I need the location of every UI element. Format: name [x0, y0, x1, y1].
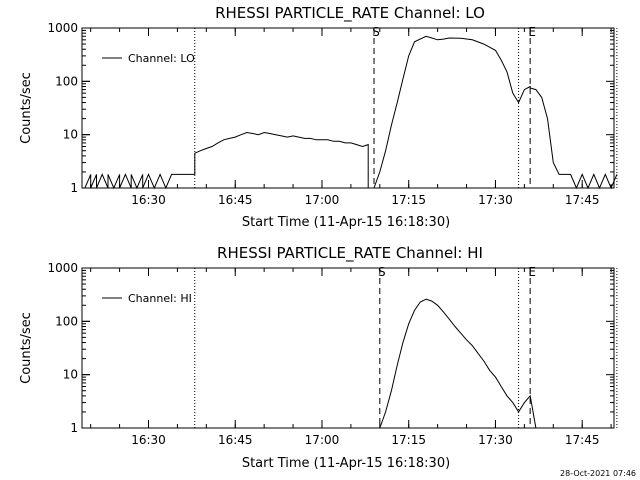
marker-label: S: [372, 25, 380, 39]
y-tick-label: 10: [63, 128, 78, 142]
legend-label: Channel: LO: [128, 52, 195, 65]
x-tick-label: 16:30: [131, 433, 166, 447]
marker-label: S: [378, 265, 386, 279]
plot-frame: [81, 267, 615, 429]
marker-label: E: [528, 265, 536, 279]
x-tick-label: 17:30: [478, 433, 513, 447]
chart-title: RHESSI PARTICLE_RATE Channel: LO: [215, 4, 485, 23]
x-axis-label: Start Time (11-Apr-15 16:18:30): [242, 215, 450, 230]
x-tick-label: 17:15: [391, 193, 426, 207]
x-tick-label: 17:00: [305, 433, 340, 447]
x-axis-label: Start Time (11-Apr-15 16:18:30): [242, 456, 450, 471]
marker-label: E: [528, 25, 536, 39]
chart-title: RHESSI PARTICLE_RATE Channel: HI: [217, 244, 483, 263]
y-tick-label: 1: [70, 421, 78, 435]
marks-group: 1 10 100 1000 16:30 16:45 17:00 17:15 17:30 17:45…: [47, 261, 618, 447]
x-tick-label: 17:45: [565, 193, 600, 207]
x-tick-label: 17:45: [565, 433, 600, 447]
chart-panel-lo: RHESSI PARTICLE_RATE Channel: LO Counts/…: [19, 4, 618, 230]
x-tick-label: 16:30: [131, 193, 166, 207]
x-tick-label: 17:00: [305, 193, 340, 207]
x-tick-label: 16:45: [218, 193, 253, 207]
y-axis-label: Counts/sec: [19, 72, 34, 144]
series-line: [379, 298, 537, 429]
y-axis-label: Counts/sec: [19, 312, 34, 384]
x-tick-label: 16:45: [218, 433, 253, 447]
y-tick-label: 1000: [47, 261, 78, 275]
footer-timestamp: 28-Oct-2021 07:46: [560, 469, 636, 478]
y-tick-label: 100: [55, 314, 78, 328]
x-tick-label: 17:30: [478, 193, 513, 207]
marks-group: 1 10 100 1000 16:30 16:45 17:00 17:15 17:30 17:45…: [47, 21, 618, 207]
plot-frame: [81, 27, 615, 189]
y-tick-label: 1000: [47, 21, 78, 35]
y-tick-label: 10: [63, 368, 78, 382]
series-line: [84, 35, 618, 190]
y-tick-label: 1: [70, 181, 78, 195]
legend-label: Channel: HI: [128, 292, 192, 305]
x-tick-label: 17:15: [391, 433, 426, 447]
y-tick-label: 100: [55, 74, 78, 88]
chart-panel-hi: RHESSI PARTICLE_RATE Channel: HI Counts/…: [19, 244, 618, 471]
